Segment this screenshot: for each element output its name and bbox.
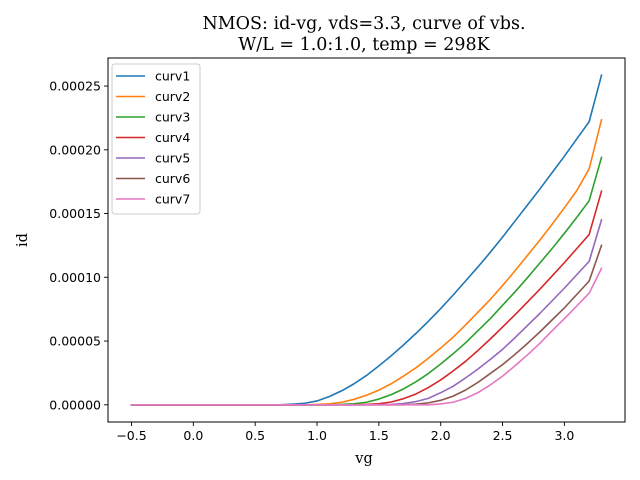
chart-title-line-2: W/L = 1.0:1.0, temp = 298K <box>238 35 490 55</box>
y-tick-label: 0.00010 <box>49 270 101 285</box>
y-tick-label: 0.00005 <box>49 334 101 349</box>
y-tick-label: 0.00015 <box>49 206 101 221</box>
x-axis-label: vg <box>354 451 372 467</box>
series-line-curv7 <box>130 267 603 406</box>
legend-label-curv5: curv5 <box>155 151 190 166</box>
y-axis-label: id <box>15 233 31 247</box>
legend-label-curv7: curv7 <box>155 192 190 207</box>
x-tick-label: −0.5 <box>116 428 146 443</box>
series-line-curv1 <box>130 74 603 406</box>
legend: curv1 curv2 curv3 curv4 curv5 curv6 curv7 <box>111 63 201 215</box>
x-axis-ticks: −0.5 0.0 0.5 1.0 1.5 2.0 2.5 3.0 <box>116 422 574 443</box>
x-tick-label: 3.0 <box>554 428 574 443</box>
legend-label-curv3: curv3 <box>155 110 190 125</box>
plot-lines <box>130 74 603 406</box>
x-tick-label: 2.5 <box>493 428 513 443</box>
x-tick-label: 0.0 <box>183 428 203 443</box>
legend-label-curv4: curv4 <box>155 130 190 145</box>
chart-title-line-1: NMOS: id-vg, vds=3.3, curve of vbs. <box>202 14 525 34</box>
x-tick-label: 1.0 <box>307 428 327 443</box>
legend-label-curv6: curv6 <box>155 171 190 186</box>
x-tick-label: 2.0 <box>431 428 451 443</box>
y-tick-label: 0.00020 <box>49 142 101 157</box>
plot-area-frame <box>107 57 626 423</box>
legend-label-curv1: curv1 <box>155 69 190 84</box>
y-tick-label: 0.00025 <box>49 79 101 94</box>
x-tick-label: 1.5 <box>369 428 389 443</box>
x-tick-label: 0.5 <box>245 428 265 443</box>
legend-box <box>111 63 201 215</box>
y-tick-label: 0.00000 <box>49 397 101 412</box>
legend-label-curv2: curv2 <box>155 89 190 104</box>
y-axis-ticks: 0.00000 0.00005 0.00010 0.00015 0.00020 0.000… <box>49 79 108 412</box>
